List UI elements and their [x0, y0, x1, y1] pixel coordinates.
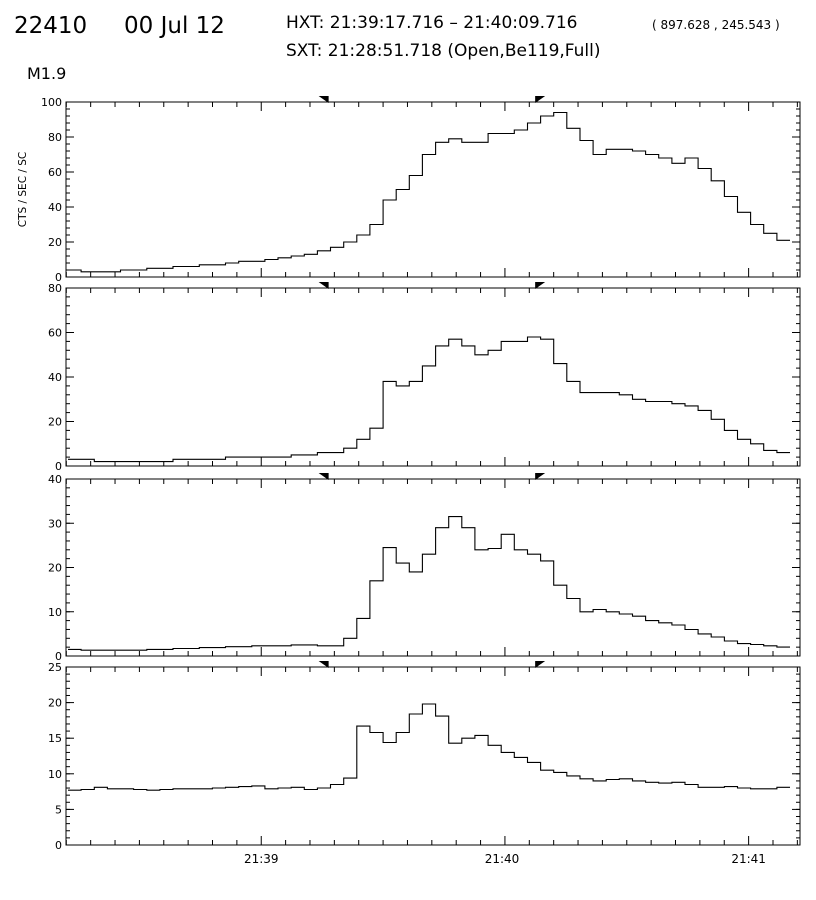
y-tick-label: 60 [48, 166, 62, 179]
panel-4-series [68, 703, 790, 791]
panel-1-series [68, 111, 790, 273]
y-tick-label: 0 [55, 839, 62, 852]
hxt-interval-marker [318, 96, 329, 103]
event-id: 22410 [14, 13, 88, 39]
hxt-interval-marker [318, 282, 329, 289]
y-tick-label: 0 [55, 650, 62, 663]
y-tick-label: 20 [48, 562, 62, 575]
y-tick-label: 5 [55, 803, 62, 816]
y-tick-label: 100 [41, 96, 62, 109]
panel-2-series [68, 336, 790, 463]
panel-4-frame [65, 666, 801, 846]
y-tick-label: 40 [48, 201, 62, 214]
hxt-time-range: HXT: 21:39:17.716 – 21:40:09.716 [286, 13, 578, 33]
flare-class: M1.9 [27, 64, 67, 83]
y-tick-label: 15 [48, 732, 62, 745]
hxt-interval-marker [318, 661, 329, 668]
x-tick-label: 21:39 [244, 852, 279, 866]
panel-1-frame [65, 101, 801, 278]
hxt-interval-marker [535, 473, 546, 480]
event-date: 00 Jul 12 [124, 13, 225, 39]
x-tick-label: 21:41 [731, 852, 766, 866]
y-tick-label: 80 [48, 282, 62, 295]
y-tick-label: 10 [48, 768, 62, 781]
hxt-interval-marker [318, 473, 329, 480]
y-tick-label: 40 [48, 371, 62, 384]
y-tick-label: 60 [48, 327, 62, 340]
panel-3-series [68, 516, 790, 651]
panel-2-frame [65, 287, 801, 467]
x-tick-label: 21:40 [485, 852, 520, 866]
y-tick-label: 20 [48, 697, 62, 710]
y-tick-label: 0 [55, 271, 62, 284]
hxt-interval-marker [535, 96, 546, 103]
y-tick-label: 20 [48, 416, 62, 429]
y-tick-label: 30 [48, 517, 62, 530]
y-tick-label: 25 [48, 661, 62, 674]
y-tick-label: 80 [48, 131, 62, 144]
coordinates: ( 897.628 , 245.543 ) [652, 18, 780, 32]
y-tick-label: 20 [48, 236, 62, 249]
y-axis-label: CTS / SEC / SC [17, 152, 29, 227]
hxt-interval-marker [535, 282, 546, 289]
hxt-interval-marker [535, 661, 546, 668]
y-tick-label: 0 [55, 460, 62, 473]
y-tick-label: 40 [48, 473, 62, 486]
sxt-info: SXT: 21:28:51.718 (Open,Be119,Full) [286, 41, 601, 61]
y-tick-label: 10 [48, 606, 62, 619]
